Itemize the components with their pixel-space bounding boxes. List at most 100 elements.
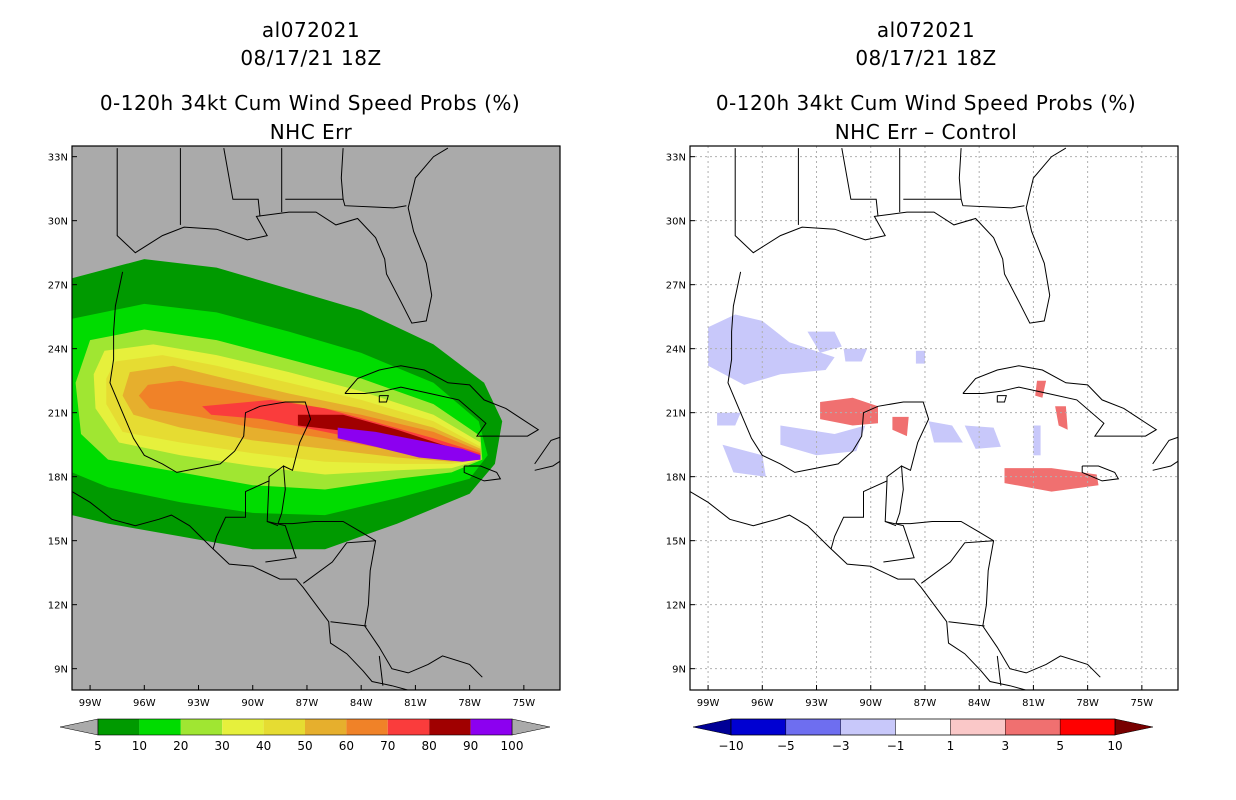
coastline (1152, 436, 1178, 471)
x-tick-label: 99W (697, 698, 720, 709)
colorbar: −10 −5 −3 −1 1 3 5 10 (692, 718, 1154, 753)
contour-region (964, 425, 1001, 449)
country-border (886, 465, 902, 481)
y-tick-label: 15N (666, 537, 686, 548)
y-tick-label: 18N (48, 473, 68, 484)
y-tick-label: 15N (48, 537, 68, 548)
contour-region (928, 421, 963, 443)
colorbar-swatch (1005, 718, 1061, 736)
colorbar-label: 1 (947, 739, 955, 753)
x-tick-label: 81W (404, 698, 427, 709)
x-tick-label: 93W (187, 698, 210, 709)
axis-ticks: 99W 96W 93W 90W 87W 84W 81W 78W 75W 33N 30N 27N 24N 2… (666, 153, 1153, 709)
colorbar-label: −10 (718, 739, 743, 753)
contour-region (843, 348, 868, 362)
colorbar-swatch (730, 718, 787, 736)
colorbar-swatch (98, 719, 140, 735)
coastline (996, 395, 1007, 403)
x-tick-label: 84W (350, 698, 373, 709)
x-tick-label: 78W (458, 698, 481, 709)
y-tick-label: 27N (666, 281, 686, 292)
storm-id-right: al072021 (876, 18, 976, 42)
contour-region (1004, 468, 1099, 492)
y-tick-label: 18N (666, 473, 686, 484)
country-border (883, 521, 915, 563)
x-tick-label: 90W (859, 698, 882, 709)
country-border (841, 148, 879, 217)
difference-map-right: 99W 96W 93W 90W 87W 84W 81W 78W 75W 33N 30N 27N 24N 2… (666, 145, 1179, 753)
colorbar-label: −1 (887, 739, 905, 753)
y-tick-label: 9N (54, 665, 68, 676)
colorbar-label: 5 (94, 739, 102, 753)
contour-region (722, 444, 766, 477)
y-tick-label: 21N (666, 409, 686, 420)
colorbar-label: 5 (1056, 739, 1064, 753)
x-tick-label: 87W (296, 698, 319, 709)
x-tick-label: 96W (133, 698, 156, 709)
country-border (268, 465, 284, 481)
contour-region (1055, 406, 1068, 430)
chart-subtitle-right: NHC Err – Control (834, 120, 1018, 144)
coastline (534, 436, 560, 471)
x-tick-label: 99W (79, 698, 102, 709)
y-tick-label: 27N (48, 281, 68, 292)
colorbar-swatch (785, 718, 841, 736)
colorbar-swatch (222, 719, 264, 735)
coastline (690, 491, 1028, 690)
contour-region (892, 416, 909, 437)
y-tick-label: 33N (666, 153, 686, 164)
y-tick-label: 24N (48, 345, 68, 356)
country-border (303, 540, 376, 584)
country-border (265, 521, 297, 563)
probability-map-left: 99W 96W 93W 90W 87W 84W 81W 78W 75W 33N 30N 27N 24N 2… (48, 145, 561, 753)
colorbar-swatch (346, 719, 388, 735)
colorbar-swatch (429, 719, 471, 735)
country-border (212, 480, 279, 550)
colorbar-swatch (1059, 718, 1116, 736)
coastlines (690, 147, 1178, 690)
axis-ticks: 99W 96W 93W 90W 87W 84W 81W 78W 75W 33N 30N 27N 24N 2… (48, 153, 535, 709)
colorbar-swatch (139, 719, 181, 735)
datetime-right: 08/17/21 18Z (855, 46, 997, 70)
colorbar-label: 90 (463, 739, 478, 753)
coastline (734, 147, 1067, 324)
country-border (330, 621, 367, 627)
x-tick-label: 78W (1076, 698, 1099, 709)
colorbar-label: 30 (215, 739, 230, 753)
x-tick-label: 75W (1131, 698, 1154, 709)
colorbar: 5 10 20 30 40 50 60 70 80 90 100 (59, 718, 551, 753)
y-tick-label: 12N (666, 601, 686, 612)
country-border (285, 148, 344, 200)
colorbar-high-arrow (1114, 718, 1154, 736)
plot-background (690, 146, 1178, 690)
y-tick-label: 24N (666, 345, 686, 356)
coastline (378, 395, 389, 403)
country-border (903, 148, 962, 200)
colorbar-swatch (895, 718, 951, 736)
colorbar-label: 80 (422, 739, 437, 753)
contour-region (780, 425, 866, 456)
coastlines (72, 147, 560, 690)
country-border (921, 540, 994, 584)
country-border (996, 655, 1002, 686)
x-tick-label: 75W (513, 698, 536, 709)
y-tick-label: 12N (48, 601, 68, 612)
contour-region (708, 314, 835, 385)
contour-region (915, 350, 925, 364)
country-border (378, 655, 384, 686)
country-border (830, 480, 897, 550)
contour-region (1033, 425, 1041, 456)
colorbar-high-arrow (511, 718, 551, 736)
x-tick-label: 96W (751, 698, 774, 709)
country-border (223, 148, 261, 217)
colorbar-low-arrow (59, 718, 99, 736)
chart-title-right: 0-120h 34kt Cum Wind Speed Probs (%) (715, 91, 1137, 115)
colorbar-swatch (263, 719, 305, 735)
colorbar-frame (97, 718, 513, 736)
chart-subtitle-left: NHC Err (269, 120, 353, 144)
plot-frame (689, 145, 1179, 691)
plot-frame (71, 145, 561, 691)
country-border (960, 199, 1025, 209)
x-tick-label: 81W (1022, 698, 1045, 709)
colorbar-swatch (180, 719, 223, 735)
